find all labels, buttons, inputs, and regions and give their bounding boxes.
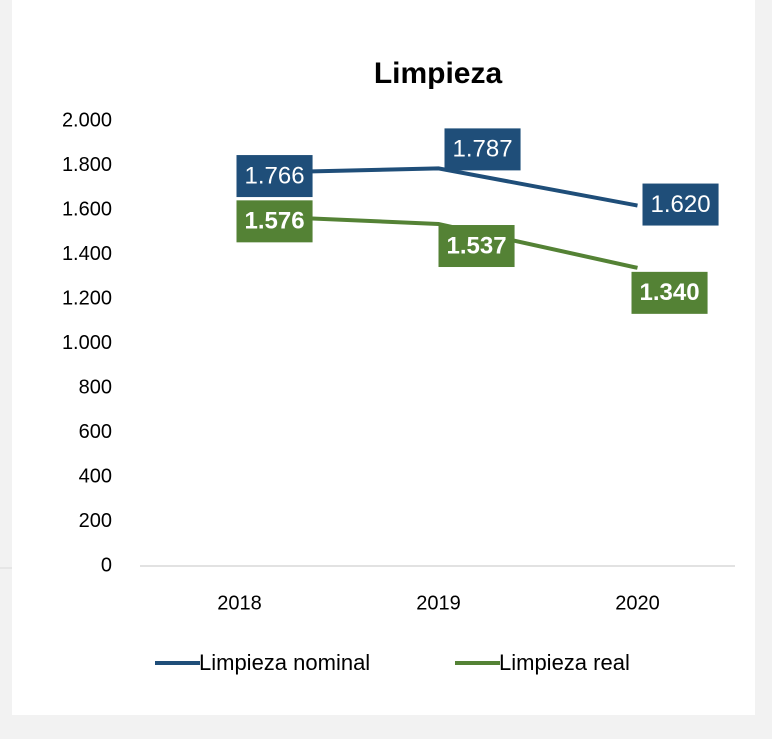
y-tick-label: 1.200	[62, 287, 112, 309]
x-tick-label: 2018	[217, 592, 262, 614]
legend-label: Limpieza real	[499, 650, 630, 675]
y-tick-label: 400	[79, 465, 112, 487]
y-tick-label: 200	[79, 510, 112, 532]
y-tick-label: 1.600	[62, 198, 112, 220]
data-label-box	[236, 200, 313, 243]
data-label: 1.537	[447, 232, 507, 259]
chart-panel	[12, 0, 755, 715]
y-tick-label: 600	[79, 421, 112, 443]
data-label: 1.620	[651, 191, 711, 218]
y-tick-label: 1.400	[62, 243, 112, 265]
data-label-box	[642, 183, 719, 226]
y-tick-label: 1.800	[62, 154, 112, 176]
data-label-box	[236, 155, 313, 198]
legend-label: Limpieza nominal	[199, 650, 370, 675]
data-label: 1.787	[453, 136, 513, 163]
data-label: 1.340	[640, 279, 700, 306]
x-tick-label: 2019	[416, 592, 461, 614]
y-tick-label: 0	[101, 554, 112, 576]
data-label: 1.576	[245, 208, 305, 235]
y-tick-label: 2.000	[62, 109, 112, 131]
x-tick-label: 2020	[615, 592, 660, 614]
data-label-box	[438, 225, 515, 268]
data-label-box	[444, 128, 521, 171]
y-tick-label: 800	[79, 376, 112, 398]
data-label-box	[631, 271, 708, 314]
y-tick-label: 1.000	[62, 332, 112, 354]
chart-title: Limpieza	[374, 57, 503, 90]
data-label: 1.766	[245, 162, 305, 189]
